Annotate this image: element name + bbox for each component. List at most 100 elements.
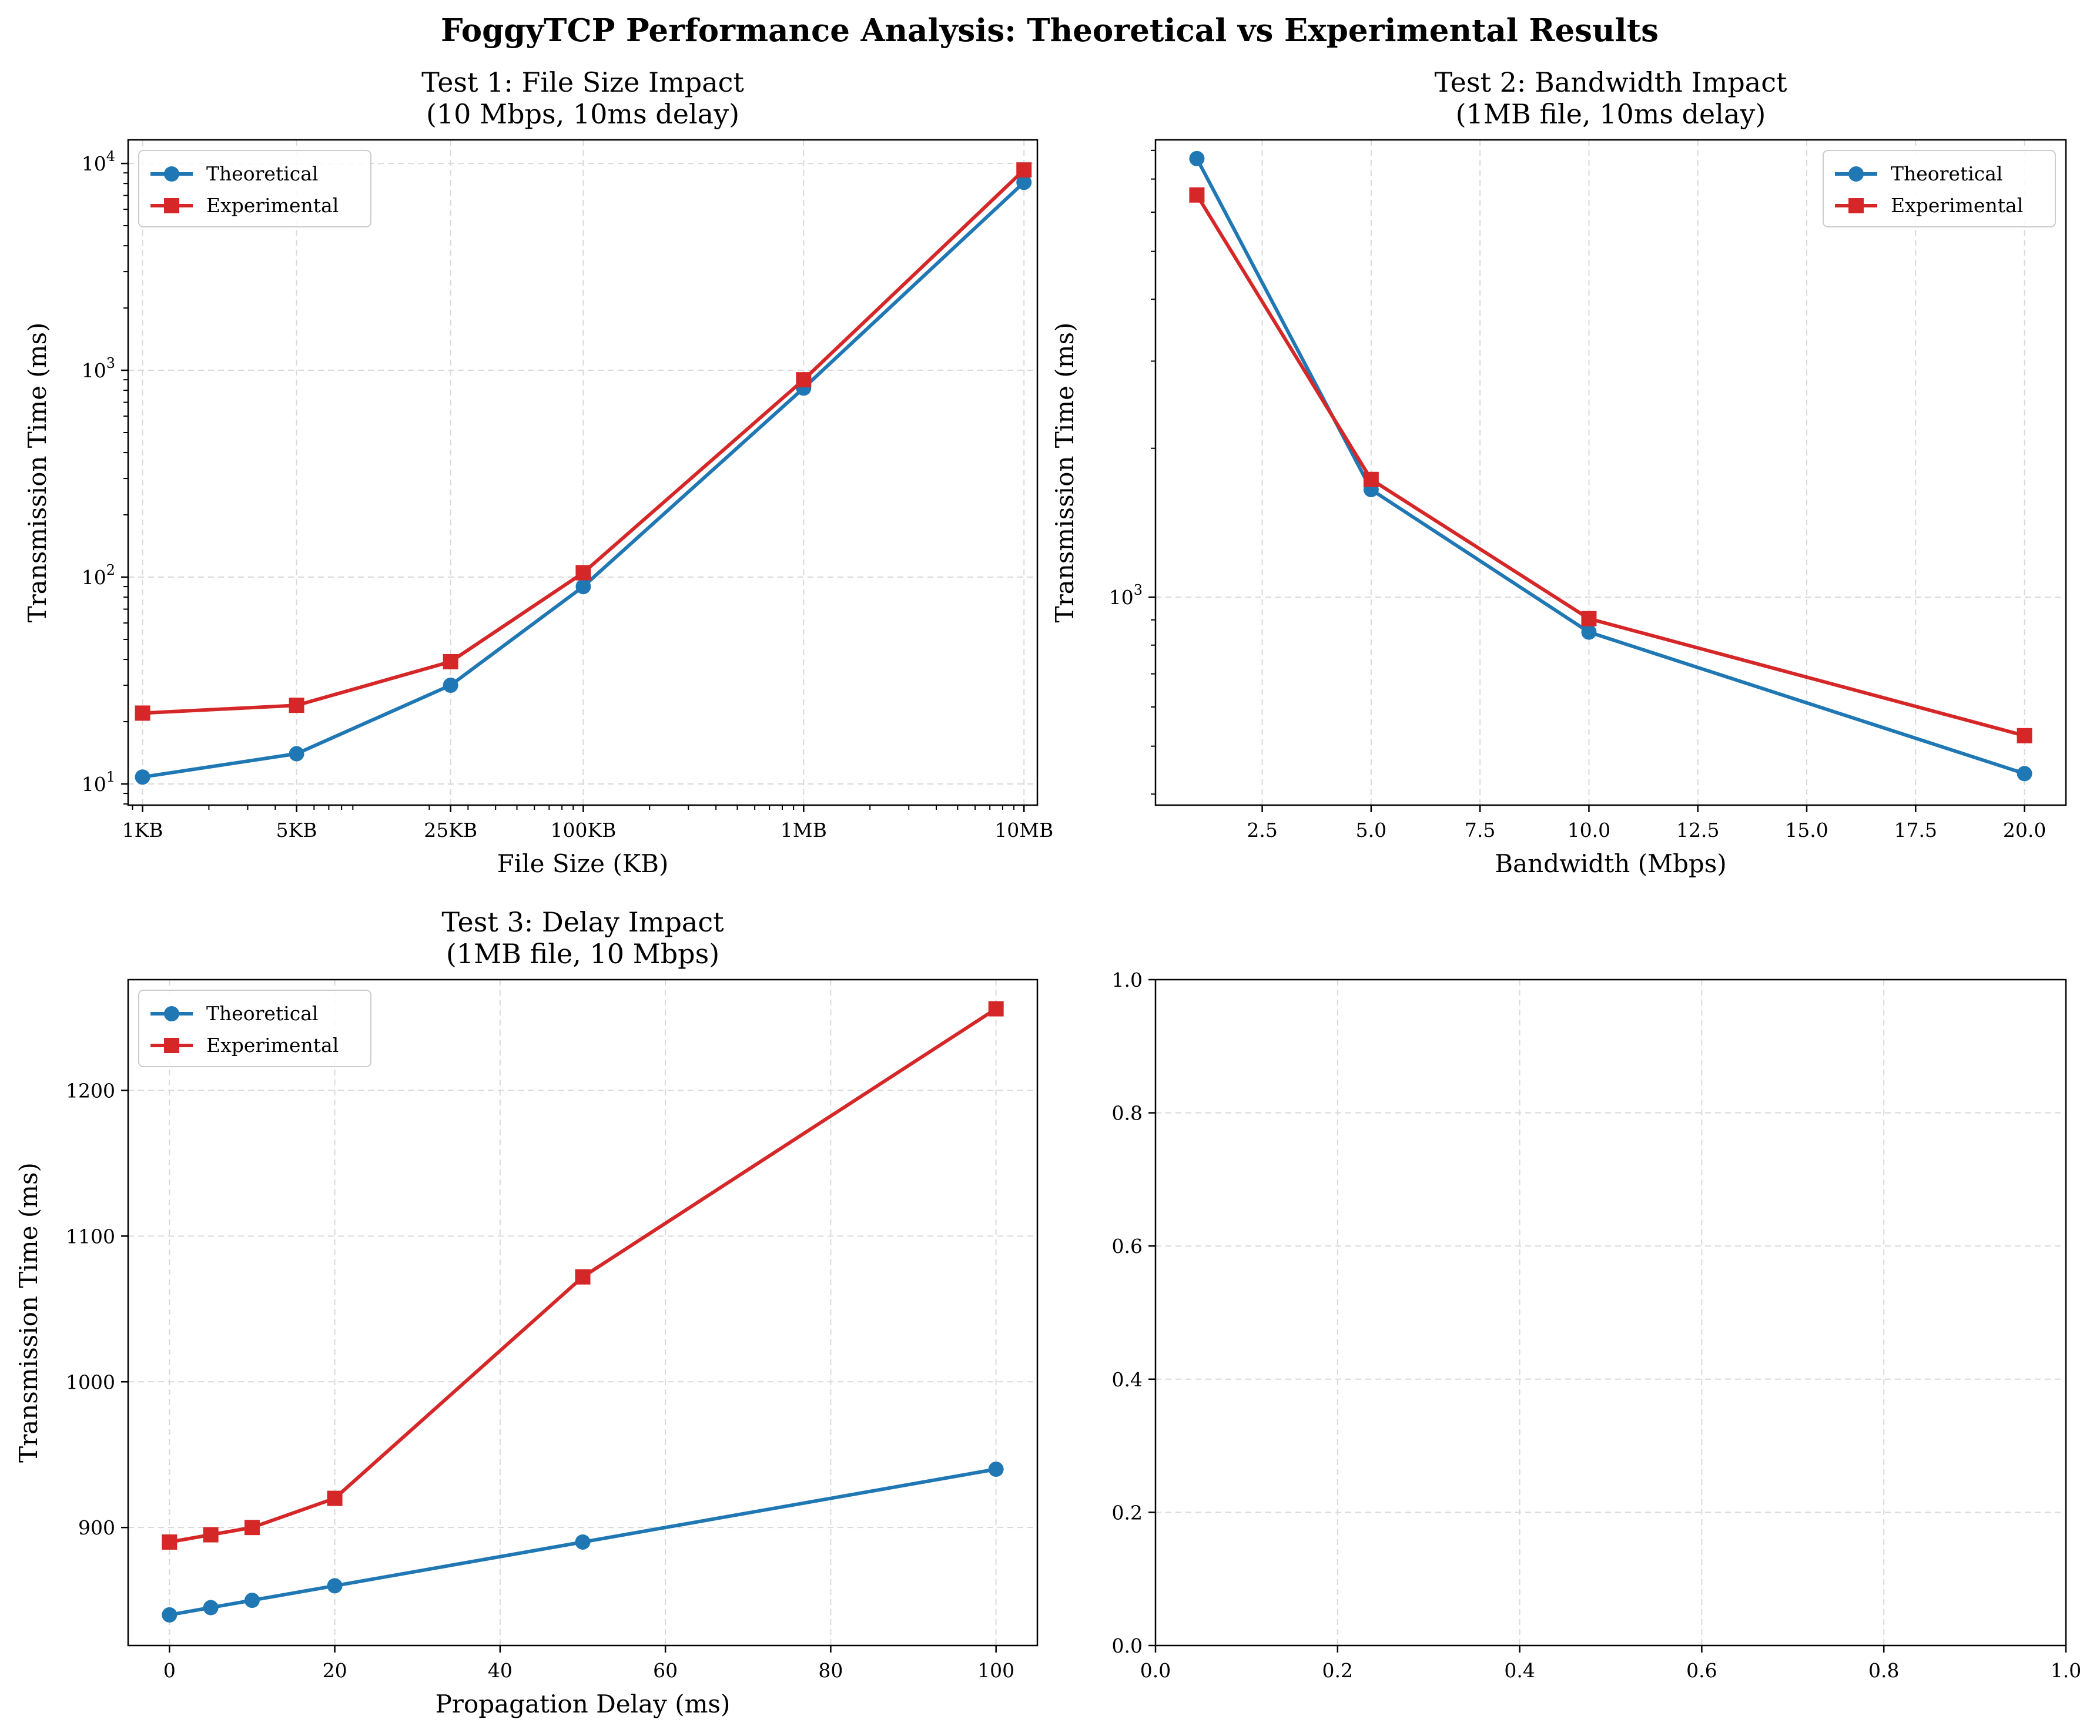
data-point-theoretical <box>1189 150 1205 166</box>
legend-marker-experimental <box>164 198 179 213</box>
legend-marker-experimental <box>164 1038 179 1053</box>
x-tick-label: 0.0 <box>1140 1659 1171 1682</box>
x-tick-label: 1MB <box>781 819 827 842</box>
y-axis-label: Transmission Time (ms) <box>1050 323 1079 623</box>
data-point-experimental <box>988 1001 1004 1017</box>
subplot-title: Test 3: Delay Impact <box>441 906 724 938</box>
x-tick-label: 0.4 <box>1504 1659 1535 1682</box>
x-tick-label: 7.5 <box>1465 819 1495 842</box>
x-tick-label: 2.5 <box>1247 819 1277 842</box>
data-point-theoretical <box>135 769 150 785</box>
subplot-test2: 2.5 5.0 7.5 10.0 12.5 15.0 17.5 20.0 103 Test 2: … <box>1050 66 2067 878</box>
subplot-title: Test 1: File Size Impact <box>421 66 744 98</box>
y-tick-label: 101 <box>82 769 115 796</box>
data-point-theoretical <box>203 1600 219 1616</box>
x-tick-label: 0 <box>163 1659 176 1682</box>
x-axis-label: Bandwidth (Mbps) <box>1495 849 1727 878</box>
subplot-title: Test 2: Bandwidth Impact <box>1435 66 1787 98</box>
y-tick-label: 0.0 <box>1112 1634 1143 1657</box>
y-tick-base: 10 <box>82 566 106 589</box>
y-tick-label: 102 <box>82 562 115 589</box>
data-point-experimental <box>289 698 304 713</box>
data-point-experimental <box>244 1520 260 1536</box>
legend: Theoretical Experimental <box>138 150 371 227</box>
y-tick-label: 103 <box>82 355 115 382</box>
y-tick-base: 10 <box>82 152 106 175</box>
series-line-experimental <box>1195 194 2025 738</box>
y-tick-label: 900 <box>78 1516 115 1539</box>
y-tick-base: 10 <box>82 359 106 382</box>
data-point-theoretical <box>162 1607 177 1623</box>
y-tick-exponent: 1 <box>106 769 115 785</box>
y-tick-exponent: 4 <box>106 148 115 165</box>
subplot-subtitle: (1MB file, 10ms delay) <box>1456 98 1766 130</box>
legend-label-theoretical: Theoretical <box>206 162 319 185</box>
x-tick-label: 25KB <box>424 819 477 842</box>
legend-box <box>138 150 371 227</box>
x-tick-label: 5KB <box>276 819 317 842</box>
legend-label-theoretical: Theoretical <box>1891 162 2003 185</box>
x-tick-label: 10MB <box>994 819 1053 842</box>
y-tick-label: 1000 <box>66 1370 115 1393</box>
x-tick-label: 10.0 <box>1568 819 1610 842</box>
series-line-theoretical <box>1195 157 2025 776</box>
data-point-theoretical <box>443 678 458 693</box>
legend-box <box>138 990 371 1067</box>
y-tick-label: 103 <box>1109 582 1143 609</box>
data-point-experimental <box>1189 187 1205 203</box>
axes-frame <box>1154 139 2067 806</box>
data-point-theoretical <box>575 579 591 595</box>
legend: Theoretical Experimental <box>138 990 371 1067</box>
y-axis-label: Transmission Time (ms) <box>14 1162 43 1463</box>
legend-label-theoretical: Theoretical <box>206 1002 319 1025</box>
series-line-theoretical <box>142 181 1026 779</box>
data-point-experimental <box>162 1534 177 1550</box>
data-point-experimental <box>575 565 591 581</box>
data-point-experimental <box>1363 471 1379 487</box>
x-tick-label: 100 <box>977 1659 1014 1682</box>
subplot-subtitle: (10 Mbps, 10ms delay) <box>426 98 739 130</box>
data-point-experimental <box>135 705 150 721</box>
data-point-experimental <box>1016 162 1032 178</box>
legend: Theoretical Experimental <box>1823 150 2056 227</box>
y-tick-label: 1100 <box>66 1225 115 1248</box>
x-tick-label: 20.0 <box>2003 819 2046 842</box>
x-tick-label: 0.8 <box>1868 1659 1899 1682</box>
data-point-theoretical <box>575 1534 591 1550</box>
legend-box <box>1823 150 2056 227</box>
data-point-theoretical <box>988 1462 1004 1477</box>
data-point-theoretical <box>327 1578 343 1594</box>
x-tick-label: 17.5 <box>1894 819 1937 842</box>
y-tick-label: 0.8 <box>1112 1102 1143 1125</box>
data-point-theoretical <box>2017 766 2032 782</box>
x-tick-label: 20 <box>323 1659 347 1682</box>
legend-label-experimental: Experimental <box>1891 194 2023 217</box>
y-tick-label: 1200 <box>66 1079 115 1102</box>
x-tick-label: 40 <box>488 1659 513 1682</box>
x-tick-label: 15.0 <box>1785 819 1828 842</box>
x-axis-label: File Size (KB) <box>497 849 669 878</box>
y-axis-label: Transmission Time (ms) <box>23 323 52 623</box>
data-point-experimental <box>1581 611 1597 626</box>
subplot-subtitle: (1MB file, 10 Mbps) <box>446 938 719 970</box>
x-tick-label: 0.6 <box>1686 1659 1717 1682</box>
data-point-theoretical <box>1581 624 1597 640</box>
legend-marker-experimental <box>1848 198 1864 213</box>
x-tick-label: 0.2 <box>1322 1659 1353 1682</box>
y-tick-exponent: 3 <box>106 355 115 371</box>
data-point-theoretical <box>244 1593 260 1608</box>
y-tick-exponent: 3 <box>1134 582 1143 598</box>
x-tick-label: 80 <box>818 1659 843 1682</box>
data-point-experimental <box>575 1269 591 1285</box>
y-tick-label: 0.2 <box>1112 1501 1143 1524</box>
axes-frame <box>1154 978 2067 1647</box>
x-tick-label: 12.5 <box>1676 819 1719 842</box>
data-point-theoretical <box>289 746 304 762</box>
y-tick-label: 0.6 <box>1112 1235 1143 1258</box>
series-line-experimental <box>142 169 1026 715</box>
x-tick-label: 60 <box>653 1659 678 1682</box>
x-tick-label: 1.0 <box>2051 1659 2081 1682</box>
data-point-experimental <box>443 653 458 669</box>
